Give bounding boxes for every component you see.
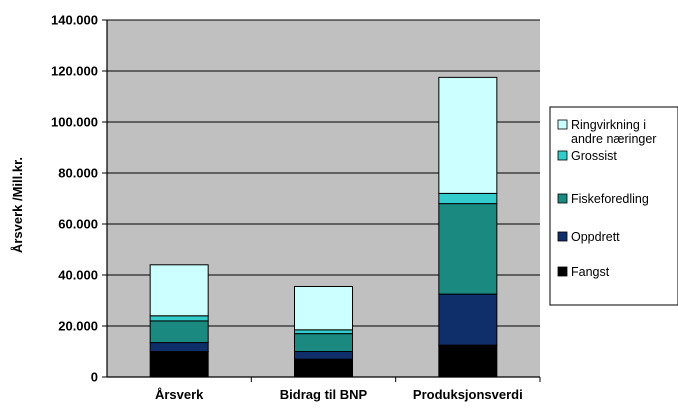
y-tick-label: 0 [91,370,98,385]
bar-segment-fangst [438,344,498,378]
legend-label: Ringvirkning i [571,118,646,132]
axes: 0 20.000 40.000 60.000 80.000 100.000 120.000 1… [51,13,541,402]
bar-segment-grossist [294,329,353,335]
legend-swatch [557,266,568,277]
legend-label: Fiskeforedling [571,192,649,206]
y-axis-title: Årsverk /Mill.kr. [10,157,25,253]
y-tick-label: 60.000 [58,217,98,232]
bar-segment-fiskeforedling [294,333,353,352]
bar-segment-ringvirkning-i-andre-n-ringer [149,264,209,317]
y-tick-label: 100.000 [51,115,98,130]
bar-segment-oppdrett [294,351,353,360]
legend-label: Oppdrett [571,230,620,244]
legend-box [549,106,678,306]
x-category-label: Produksjonsverdi [413,387,523,402]
bar-segment-oppdrett [149,342,209,353]
y-tick-label: 20.000 [58,319,98,334]
legend-swatch [557,193,568,204]
y-tick-label: 140.000 [51,13,98,28]
legend-swatch [557,150,568,161]
bar-segment-fangst [294,358,353,378]
bar-segment-fangst [149,351,209,378]
bar-segment-oppdrett [438,293,498,346]
bar-segment-grossist [149,315,209,322]
bar-segment-grossist [438,192,498,205]
bars [149,76,498,378]
bar-segment-fiskeforedling [438,203,498,295]
x-category-label: Årsverk [155,387,204,402]
y-tick-label: 40.000 [58,268,98,283]
y-tick-label: 80.000 [58,166,98,181]
bar-segment-fiskeforedling [149,320,209,344]
legend-label: andre næringer [571,132,656,146]
bar-segment-ringvirkning-i-andre-n-ringer [294,285,353,331]
bar-segment-ringvirkning-i-andre-n-ringer [438,76,498,194]
x-category-label: Bidrag til BNP [280,387,368,402]
legend-swatch [557,119,568,130]
legend-label: Grossist [571,149,617,163]
legend-label: Fangst [571,265,610,279]
legend-swatch [557,231,568,242]
y-tick-label: 120.000 [51,64,98,79]
